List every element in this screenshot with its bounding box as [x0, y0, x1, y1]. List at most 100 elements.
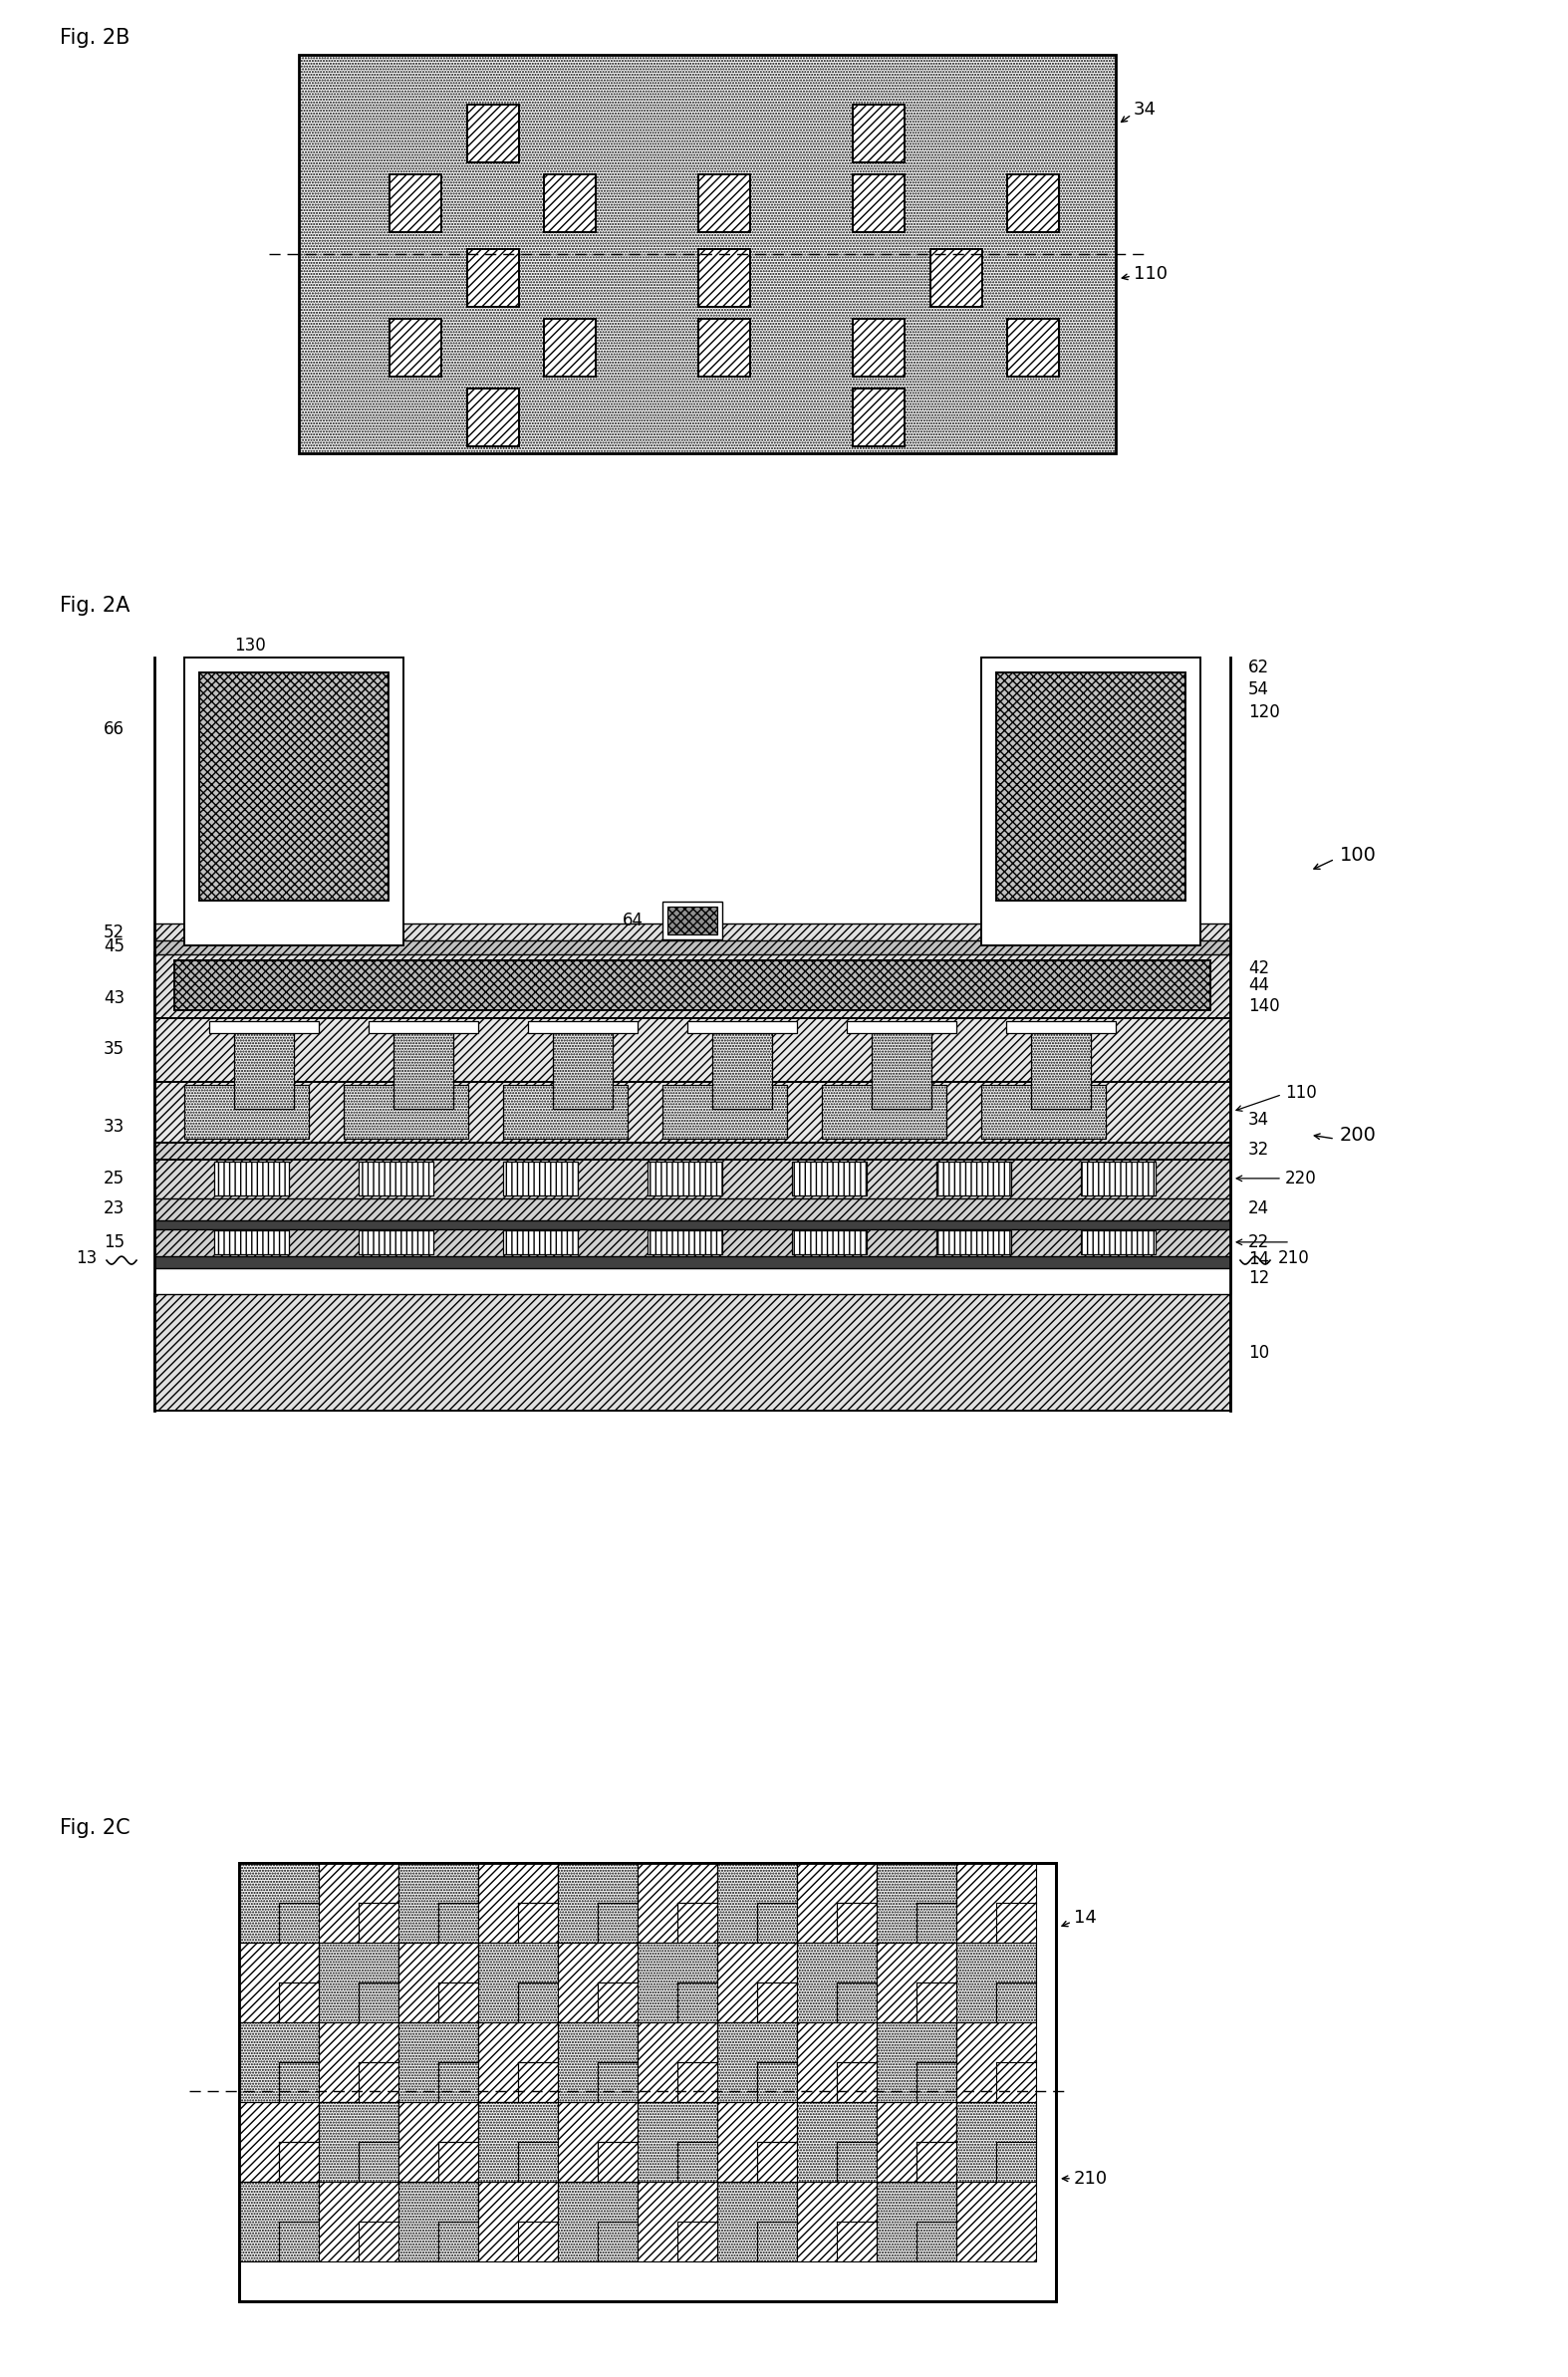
- Bar: [853, 319, 905, 376]
- Text: 54: 54: [1248, 680, 1269, 699]
- Bar: [154, 1255, 1231, 1269]
- Bar: [1008, 319, 1060, 376]
- Text: 12: 12: [1248, 1269, 1270, 1288]
- Bar: [554, 1029, 613, 1110]
- Bar: [154, 939, 1231, 956]
- Text: 110: 110: [1134, 264, 1168, 283]
- Bar: [792, 1231, 867, 1255]
- Text: 66: 66: [103, 720, 124, 739]
- Bar: [528, 1020, 638, 1032]
- Bar: [154, 1267, 1231, 1293]
- Text: 25: 25: [103, 1169, 124, 1188]
- Bar: [398, 2101, 478, 2182]
- Bar: [199, 673, 389, 901]
- Bar: [368, 1020, 478, 1032]
- Text: 210: 210: [1074, 2170, 1109, 2187]
- Bar: [687, 1020, 797, 1032]
- Bar: [956, 2023, 1036, 2101]
- Bar: [638, 2023, 717, 2101]
- Bar: [853, 105, 905, 162]
- Bar: [478, 1864, 558, 1942]
- Bar: [797, 1864, 877, 1942]
- Bar: [558, 2101, 638, 2182]
- Bar: [847, 1020, 956, 1032]
- Text: 220: 220: [1286, 1169, 1317, 1188]
- Bar: [936, 1162, 1011, 1196]
- Text: 64: 64: [622, 910, 643, 929]
- Text: 23: 23: [103, 1200, 124, 1217]
- Text: 22: 22: [1248, 1234, 1270, 1250]
- Bar: [299, 55, 1116, 454]
- Bar: [662, 901, 723, 939]
- Bar: [853, 174, 905, 233]
- Bar: [398, 2023, 478, 2101]
- Text: 42: 42: [1248, 960, 1269, 977]
- Bar: [638, 2182, 717, 2261]
- Bar: [797, 1942, 877, 2023]
- Bar: [853, 387, 905, 447]
- Bar: [318, 2101, 398, 2182]
- Text: 100: 100: [1341, 846, 1377, 865]
- Bar: [238, 1942, 318, 2023]
- Bar: [797, 2182, 877, 2261]
- Bar: [185, 1084, 309, 1139]
- Bar: [154, 1229, 1231, 1255]
- Bar: [544, 319, 596, 376]
- Bar: [1007, 1020, 1116, 1032]
- Bar: [238, 2182, 318, 2261]
- Bar: [872, 1029, 931, 1110]
- Text: 62: 62: [1248, 658, 1269, 677]
- Bar: [467, 105, 519, 162]
- Bar: [956, 1942, 1036, 2023]
- Bar: [558, 1942, 638, 2023]
- Bar: [503, 1084, 627, 1139]
- Bar: [467, 250, 519, 307]
- Bar: [877, 1942, 956, 2023]
- Bar: [359, 1162, 433, 1196]
- Text: Fig. 2B: Fig. 2B: [60, 29, 130, 48]
- Bar: [717, 2101, 797, 2182]
- Bar: [956, 2101, 1036, 2182]
- Bar: [394, 1029, 453, 1110]
- Bar: [956, 2182, 1036, 2261]
- Text: 10: 10: [1248, 1343, 1269, 1362]
- Bar: [712, 1029, 771, 1110]
- Bar: [503, 1162, 577, 1196]
- Bar: [930, 250, 982, 307]
- Bar: [234, 1029, 293, 1110]
- Bar: [797, 2023, 877, 2101]
- Bar: [174, 960, 1210, 1010]
- Text: Fig. 2C: Fig. 2C: [60, 1818, 130, 1837]
- Bar: [390, 174, 442, 233]
- Bar: [797, 2101, 877, 2182]
- Bar: [996, 673, 1185, 901]
- Bar: [717, 2182, 797, 2261]
- Bar: [638, 1942, 717, 2023]
- Bar: [1080, 1231, 1156, 1255]
- Text: 52: 52: [103, 922, 124, 941]
- Bar: [154, 1219, 1231, 1229]
- Bar: [936, 1231, 1011, 1255]
- Bar: [503, 1231, 577, 1255]
- Bar: [238, 2101, 318, 2182]
- Text: 43: 43: [103, 989, 124, 1008]
- Bar: [478, 1942, 558, 2023]
- Bar: [982, 658, 1201, 946]
- Bar: [467, 387, 519, 447]
- Bar: [877, 2023, 956, 2101]
- Text: 45: 45: [103, 939, 124, 956]
- Bar: [154, 1082, 1231, 1143]
- Bar: [648, 1162, 723, 1196]
- Text: 14: 14: [1074, 1909, 1096, 1928]
- Bar: [398, 1864, 478, 1942]
- Bar: [478, 2182, 558, 2261]
- Bar: [154, 1017, 1231, 1082]
- Bar: [877, 2101, 956, 2182]
- Bar: [238, 1864, 1055, 2301]
- Bar: [478, 2023, 558, 2101]
- Bar: [215, 1162, 289, 1196]
- Bar: [398, 2182, 478, 2261]
- Text: 14: 14: [1248, 1250, 1269, 1269]
- Bar: [209, 1020, 318, 1032]
- Bar: [390, 319, 442, 376]
